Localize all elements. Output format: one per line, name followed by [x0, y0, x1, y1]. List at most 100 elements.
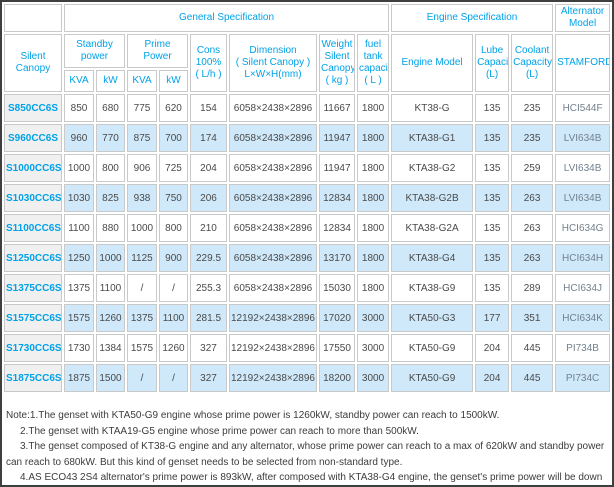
table-cell: 1100	[64, 214, 94, 242]
table-cell: 210	[190, 214, 227, 242]
table-cell: 1260	[159, 334, 188, 362]
table-row: S1250CC6S 1250 1000 1125 900 229.5 6058×2438×2…	[4, 244, 611, 272]
table-cell: 775	[127, 94, 157, 122]
table-cell: 17020	[319, 304, 355, 332]
alternator-cell: HCI544F	[555, 94, 611, 122]
table-cell: 445	[511, 334, 554, 362]
table-cell: 135	[475, 94, 510, 122]
table-cell: 880	[96, 214, 125, 242]
table-row: S1030CC6S 1030 825 938 750 206 6058×2438×2896 1…	[4, 184, 611, 212]
table-cell: 1375	[127, 304, 157, 332]
model-link[interactable]: S1100CC6S	[4, 214, 62, 242]
table-body: S850CC6S 850 680 775 620 154 6058×2438×2896 116…	[4, 94, 611, 392]
table-cell: 327	[190, 334, 227, 362]
note-line: Note:1.The genset with KTA50-G9 engine w…	[6, 410, 500, 421]
table-cell: 1250	[64, 244, 94, 272]
table-cell: 1000	[127, 214, 157, 242]
model-link[interactable]: S1575CC6S	[4, 304, 62, 332]
model-link[interactable]: S960CC6S	[4, 124, 62, 152]
table-cell: 3000	[357, 364, 390, 392]
alternator-cell: LVI634B	[555, 184, 611, 212]
table-cell: KTA38-G4	[391, 244, 474, 272]
table-cell: 6058×2438×2896	[229, 124, 317, 152]
table-cell: 11947	[319, 154, 355, 182]
table-cell: KTA50-G9	[391, 334, 474, 362]
table-cell: /	[159, 274, 188, 302]
table-cell: 1030	[64, 184, 94, 212]
table-cell: KTA38-G2A	[391, 214, 474, 242]
alternator-cell: LVI634B	[555, 124, 611, 152]
table-cell: 1575	[64, 304, 94, 332]
table-cell: 135	[475, 154, 510, 182]
genset-spec-table: General Specification Engine Specificati…	[2, 2, 612, 394]
table-cell: 204	[190, 154, 227, 182]
table-cell: /	[159, 364, 188, 392]
alternator-cell: LVI634B	[555, 154, 611, 182]
table-cell: 1500	[96, 364, 125, 392]
alternator-cell: PI734B	[555, 334, 611, 362]
table-row: S1875CC6S 1875 1500//327 12192×2438×2896 182…	[4, 364, 611, 392]
table-cell: 12834	[319, 184, 355, 212]
header-general-specification: General Specification	[64, 4, 390, 32]
table-cell: 204	[475, 334, 510, 362]
table-cell: KTA38-G2	[391, 154, 474, 182]
table-cell: 12192×2438×2896	[229, 304, 317, 332]
table-cell: 1800	[357, 274, 390, 302]
table-cell: 263	[511, 184, 554, 212]
table-cell: 135	[475, 124, 510, 152]
table-cell: 770	[96, 124, 125, 152]
model-link[interactable]: S1375CC6S	[4, 274, 62, 302]
table-cell: KTA38-G1	[391, 124, 474, 152]
corner-empty-cell	[4, 4, 62, 32]
table-cell: 3000	[357, 334, 390, 362]
table-cell: 3000	[357, 304, 390, 332]
model-link[interactable]: S1250CC6S	[4, 244, 62, 272]
table-cell: /	[127, 274, 157, 302]
table-cell: 15030	[319, 274, 355, 302]
model-link[interactable]: S1875CC6S	[4, 364, 62, 392]
table-cell: 12192×2438×2896	[229, 364, 317, 392]
table-cell: 327	[190, 364, 227, 392]
table-cell: 206	[190, 184, 227, 212]
table-cell: 1800	[357, 154, 390, 182]
table-row: S1575CC6S 1575 1260 1375 1100 281.5 12192×2438…	[4, 304, 611, 332]
table-cell: 825	[96, 184, 125, 212]
header-standby-power: Standby power	[64, 34, 125, 68]
table-cell: 6058×2438×2896	[229, 274, 317, 302]
alternator-cell: HCI634H	[555, 244, 611, 272]
table-cell: 6058×2438×2896	[229, 214, 317, 242]
table-cell: 1260	[96, 304, 125, 332]
model-link[interactable]: S1000CC6S	[4, 154, 62, 182]
model-link[interactable]: S1030CC6S	[4, 184, 62, 212]
table-cell: 11947	[319, 124, 355, 152]
table-cell: 960	[64, 124, 94, 152]
table-cell: 1000	[96, 244, 125, 272]
table-cell: 850	[64, 94, 94, 122]
header-standby-kva: KVA	[64, 70, 94, 92]
table-cell: 800	[159, 214, 188, 242]
table-cell: 204	[475, 364, 510, 392]
table-header: General Specification Engine Specificati…	[4, 4, 611, 92]
note-line: 3.The genset composed of KT38-G engine a…	[6, 441, 605, 468]
table-cell: 1384	[96, 334, 125, 362]
header-fuel-tank: fuel tank capacity ( L )	[357, 34, 390, 92]
header-standby-kw: kW	[96, 70, 125, 92]
model-link[interactable]: S850CC6S	[4, 94, 62, 122]
model-link[interactable]: S1730CC6S	[4, 334, 62, 362]
table-cell: 725	[159, 154, 188, 182]
table-cell: 135	[475, 244, 510, 272]
header-alternator-model: Alternator Model	[555, 4, 611, 32]
header-coolant-capacity: Coolant Capacity (L)	[511, 34, 554, 92]
table-cell: 6058×2438×2896	[229, 184, 317, 212]
table-cell: 235	[511, 94, 554, 122]
header-prime-kva: KVA	[127, 70, 157, 92]
table-cell: 1800	[357, 124, 390, 152]
table-cell: 263	[511, 214, 554, 242]
alternator-cell: HCI634J	[555, 274, 611, 302]
table-cell: 13170	[319, 244, 355, 272]
table-row: S1730CC6S 1730 1384 1575 1260 327 12192×2438×2…	[4, 334, 611, 362]
table-cell: 12192×2438×2896	[229, 334, 317, 362]
table-row: S1375CC6S 1375 1100//255.3 6058×2438×2896 15…	[4, 274, 611, 302]
table-cell: 263	[511, 244, 554, 272]
